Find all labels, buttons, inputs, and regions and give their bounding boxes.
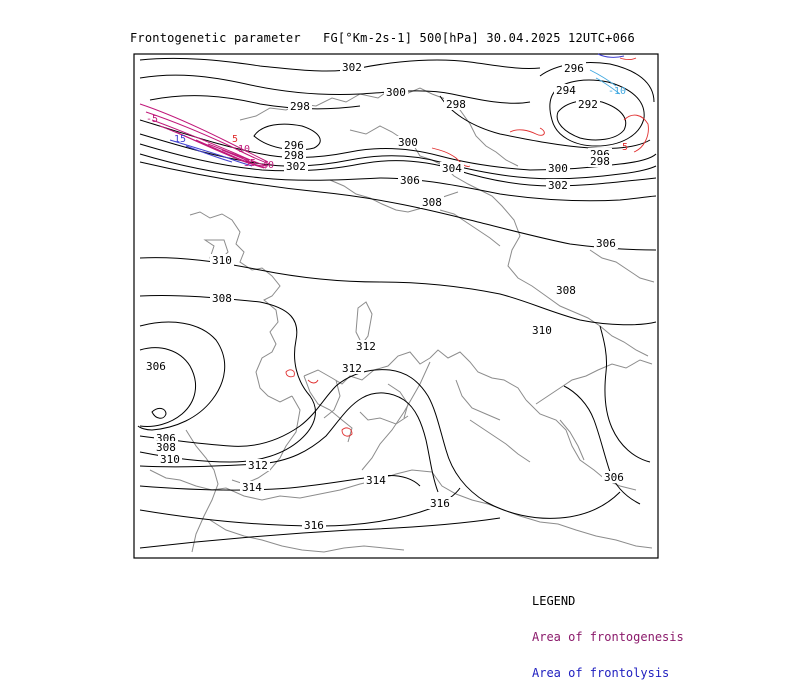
isoline-label: 312 [342,362,362,375]
isoline-label: 302 [548,179,568,192]
label-314-center: 314 [364,474,388,487]
label-306-bottomright: 306 [602,471,626,484]
isoline-label: 308 [422,196,442,209]
red-contours [285,57,649,437]
isoline-label: 312 [356,340,376,353]
isoline-label: 306 [146,360,166,373]
label-314-left: 314 [240,481,264,494]
isoline-label: 314 [242,481,262,494]
label-312-center: 312 [354,340,378,353]
isoline-label: 304 [442,162,462,175]
weather-map: 302 300 298 296 298 302 296 294 292 300 … [133,53,659,559]
isoline-label: 308 [556,284,576,297]
isoline-label: 296 [284,139,304,152]
label-304: 304 [440,162,464,175]
legend-header: LEGEND [532,594,576,608]
frontogenesis-value-label: 10 [238,144,250,155]
label-306-mid: 306 [398,174,422,187]
frontogenesis-area [139,103,271,169]
isoline-label: 292 [578,98,598,111]
legend-frontolysis: Area of frontolysis [532,666,670,680]
label-292: 292 [576,98,600,111]
isoline-label: 314 [366,474,386,487]
label-312-center2: 312 [340,362,364,375]
label-296-left: 296 [282,139,306,152]
label-300-top: 300 [384,86,408,99]
isoline-label: 306 [604,471,624,484]
label-310-left: 310 [210,254,234,267]
isoline-label: 308 [212,292,232,305]
isoline-label: 310 [160,453,180,466]
cyan-contours [589,69,621,95]
label-310-right: 310 [530,324,554,337]
label-306-left: 306 [144,360,168,373]
label-308-lower: 308 [154,441,178,454]
isoline-label: 300 [548,162,568,175]
label-302-right: 302 [546,179,570,192]
frontolysis-value-label: -5 [146,114,158,125]
chart-title: Frontogenetic parameter FG[°Km-2s-1] 500… [130,31,635,45]
frontogenesis-value-label: 5 [622,142,628,153]
isoline-label: 298 [284,149,304,162]
map-border [133,53,659,559]
legend-frontogenesis: Area of frontogenesis [532,630,684,644]
label-296-right: 296 [562,62,586,75]
label-308-left: 308 [210,292,234,305]
frontogenesis-value-label: 15 [174,134,186,145]
frontogenesis-value-label: 40 [262,160,274,171]
isoline-label: 312 [248,459,268,472]
isoline-label: 310 [212,254,232,267]
isoline-label: 310 [532,324,552,337]
isoline-label: 308 [156,441,176,454]
frontogenesis-value-label: 5 [232,134,238,145]
isoline-label: 300 [398,136,418,149]
isoline-label: 316 [304,519,324,532]
legend: LEGEND Area of frontogenesis Area of fro… [532,571,684,691]
label-312-lower: 312 [246,459,270,472]
label-300-mid: 300 [396,136,420,149]
isoline-label: 294 [556,84,576,97]
frontogenesis-value-label: 35 [244,158,256,169]
frontogenesis-labels: -5 10 15 35 40 5 -10 5 [146,86,628,171]
isoline-label: 316 [430,497,450,510]
label-310-lower: 310 [158,453,182,466]
isoline-label: 298 [590,155,610,168]
isoline-label: 302 [286,160,306,173]
isoline-label: 306 [596,237,616,250]
label-306-right: 306 [594,237,618,250]
label-294: 294 [554,84,578,97]
label-316-left: 316 [302,519,326,532]
frontolysis-value-label: -10 [608,86,626,97]
isoline-label: 298 [446,98,466,111]
isoline-labels: 302 300 298 296 298 302 296 294 292 300 … [144,61,626,532]
label-298-left: 298 [288,100,312,113]
label-302-left: 302 [284,160,308,173]
label-308-right: 308 [554,284,578,297]
label-302-top: 302 [340,61,364,74]
label-300-right: 300 [546,162,570,175]
label-298-mid: 298 [444,98,468,111]
label-308-mid: 308 [420,196,444,209]
label-298-farright: 298 [588,155,612,168]
isoline-label: 296 [564,62,584,75]
label-316-center: 316 [428,497,452,510]
label-298-left2: 298 [282,149,306,162]
isoline-label: 300 [386,86,406,99]
isoline-label: 306 [400,174,420,187]
isoline-label: 298 [290,100,310,113]
isoline-label: 302 [342,61,362,74]
frontolysis-area [169,53,625,167]
